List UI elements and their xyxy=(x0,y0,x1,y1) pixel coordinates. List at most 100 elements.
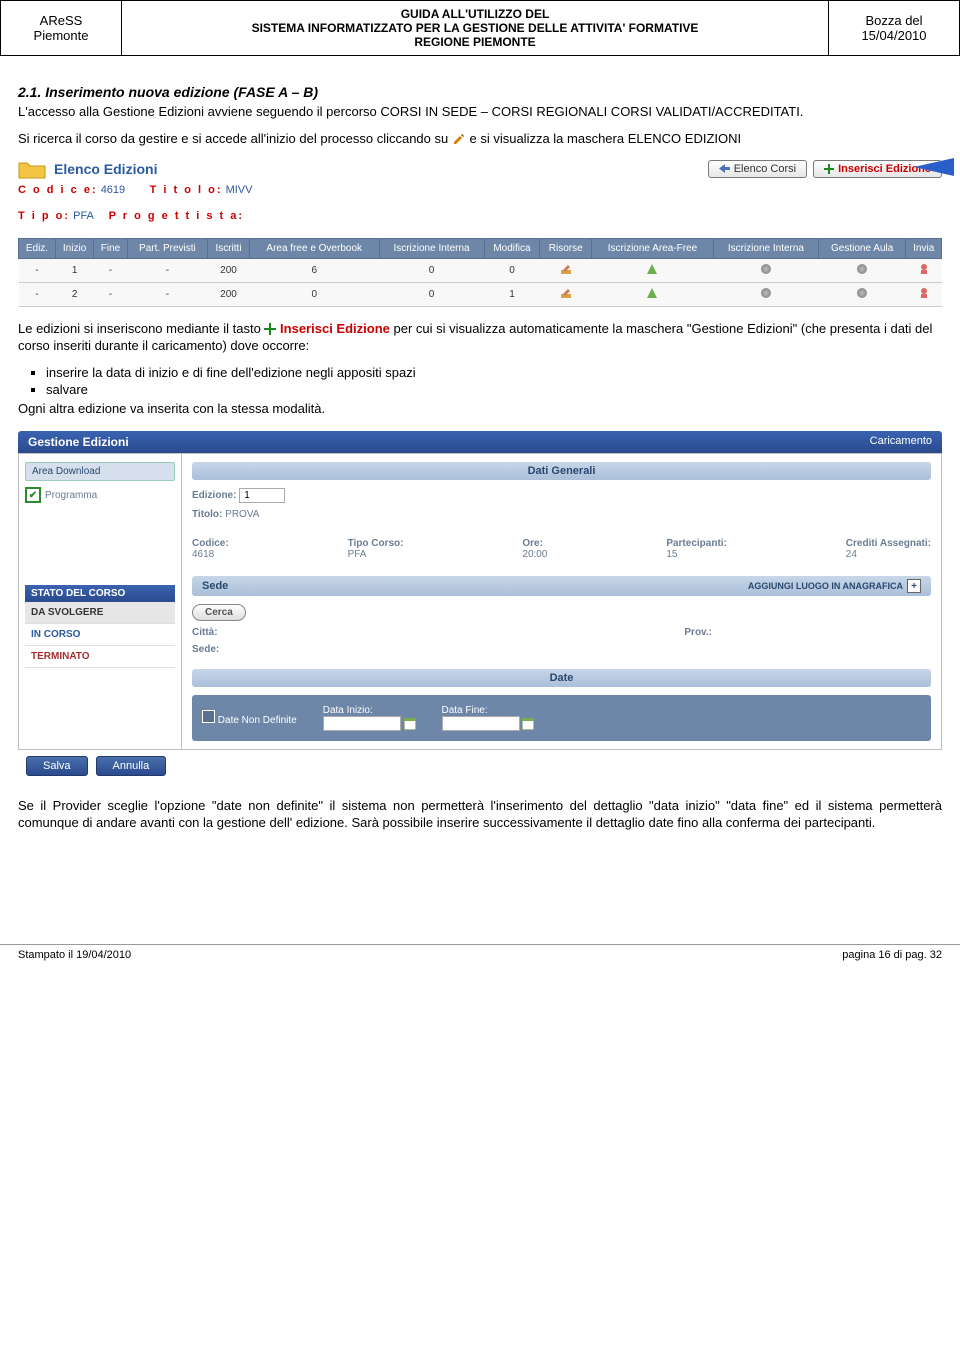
plus-square-icon: + xyxy=(907,579,921,593)
row-risorse-icon[interactable] xyxy=(592,258,714,282)
prov-label: Prov.: xyxy=(684,627,712,638)
salva-button[interactable]: Salva xyxy=(26,756,88,776)
calendar-icon[interactable] xyxy=(404,718,416,730)
tipo2-val: PFA xyxy=(348,549,367,560)
stato-terminato[interactable]: TERMINATO xyxy=(25,646,175,668)
stato-title: STATO DEL CORSO xyxy=(25,585,175,602)
bullet-1: inserire la data di inizio e di fine del… xyxy=(46,365,942,380)
row-dot-icon[interactable] xyxy=(818,282,905,306)
sede-header: Sede xyxy=(202,580,228,592)
codice-label: C o d i c e: xyxy=(18,184,98,196)
aggiungi-label: AGGIUNGI LUOGO IN ANAGRAFICA xyxy=(748,581,903,591)
hdr-right-2: 15/04/2010 xyxy=(861,28,926,43)
edizioni-table: Ediz.InizioFinePart. PrevistiIscrittiAre… xyxy=(18,238,942,307)
row-risorse-icon[interactable] xyxy=(592,282,714,306)
row-modify-icon[interactable] xyxy=(540,282,592,306)
folder-icon xyxy=(18,158,46,180)
tipo2-lbl: Tipo Corso: xyxy=(348,538,404,549)
doc-header: AReSS Piemonte GUIDA ALL'UTILIZZO DEL SI… xyxy=(0,0,960,56)
doc-footer: Stampato il 19/04/2010 pagina 16 di pag.… xyxy=(0,944,960,971)
footer-right: pagina 16 di pag. 32 xyxy=(842,949,942,961)
ore-lbl: Ore: xyxy=(522,538,543,549)
gestione-edizioni-panel: Gestione Edizioni Caricamento Area Downl… xyxy=(18,431,942,782)
hdr-right-1: Bozza del xyxy=(865,13,922,28)
table-row: -1--200600 xyxy=(19,258,942,282)
part-val: 15 xyxy=(666,549,677,560)
edit-icon xyxy=(452,132,466,146)
date-box: Date Non Definite Data Inizio: Data Fine… xyxy=(192,695,931,741)
arrow-left-icon xyxy=(719,164,730,173)
row-dot-icon[interactable] xyxy=(818,258,905,282)
para2: Le edizioni si inseriscono mediante il t… xyxy=(18,321,942,355)
data-inizio-input[interactable] xyxy=(323,716,401,731)
bullet-list: inserire la data di inizio e di fine del… xyxy=(46,365,942,397)
codice2-lbl: Codice: xyxy=(192,538,229,549)
ediz-label: Edizione: xyxy=(192,490,236,501)
hdr-left-2: Piemonte xyxy=(34,28,89,43)
elenco-corsi-label: Elenco Corsi xyxy=(734,163,796,175)
cred-lbl: Crediti Assegnati: xyxy=(846,538,931,549)
tipo-label: T i p o: xyxy=(18,210,70,222)
row-aula-icon[interactable] xyxy=(906,282,942,306)
hdr-mid-2: SISTEMA INFORMATIZZATO PER LA GESTIONE D… xyxy=(252,21,699,35)
elenco-edizioni-panel: Elenco Edizioni Elenco Corsi Inserisci E… xyxy=(18,158,942,307)
titolo2-label: Titolo: xyxy=(192,509,222,520)
programma-row[interactable]: ✔ Programma xyxy=(25,487,175,503)
data-inizio-label: Data Inizio: xyxy=(323,705,373,716)
codice2-val: 4618 xyxy=(192,549,214,560)
programma-label: Programma xyxy=(45,490,97,501)
ge-title: Gestione Edizioni xyxy=(28,435,129,449)
intro-p1: L'accesso alla Gestione Edizioni avviene… xyxy=(18,104,942,121)
annulla-button[interactable]: Annulla xyxy=(96,756,167,776)
date-nd-label: Date Non Definite xyxy=(218,715,297,726)
cred-val: 24 xyxy=(846,549,857,560)
checkbox-icon: ✔ xyxy=(25,487,41,503)
titolo-value: MIVV xyxy=(226,184,253,196)
titolo2-value: PROVA xyxy=(225,509,259,520)
row-modify-icon[interactable] xyxy=(540,258,592,282)
part-lbl: Partecipanti: xyxy=(666,538,727,549)
elenco-corsi-button[interactable]: Elenco Corsi xyxy=(708,160,807,178)
section-title: 2.1. Inserimento nuova edizione (FASE A … xyxy=(18,84,942,100)
elenco-title: Elenco Edizioni xyxy=(54,161,157,177)
cerca-button[interactable]: Cerca xyxy=(192,604,246,621)
stato-da-svolgere[interactable]: DA SVOLGERE xyxy=(25,602,175,624)
row-aula-icon[interactable] xyxy=(906,258,942,282)
inserisci-link: Inserisci Edizione xyxy=(280,321,390,336)
row-dot-icon[interactable] xyxy=(713,258,818,282)
date-nd-checkbox[interactable]: Date Non Definite xyxy=(202,710,297,726)
titolo-label: T i t o l o: xyxy=(150,184,223,196)
intro-p2b: e si visualizza la maschera ELENCO EDIZI… xyxy=(469,131,741,146)
data-fine-input[interactable] xyxy=(442,716,520,731)
dati-generali-header: Dati Generali xyxy=(192,462,931,480)
area-download-title: Area Download xyxy=(25,462,175,481)
table-row: -2--200001 xyxy=(19,282,942,306)
bullet-2: salvare xyxy=(46,382,942,397)
footer-left: Stampato il 19/04/2010 xyxy=(18,949,131,961)
data-fine-label: Data Fine: xyxy=(442,705,488,716)
callout-arrow-icon xyxy=(914,158,954,176)
aggiungi-luogo-button[interactable]: AGGIUNGI LUOGO IN ANAGRAFICA + xyxy=(748,579,921,593)
hdr-mid-1: GUIDA ALL'UTILIZZO DEL xyxy=(401,7,550,21)
row-dot-icon[interactable] xyxy=(713,282,818,306)
para2-c: Ogni altra edizione va inserita con la s… xyxy=(18,401,942,418)
hdr-mid-3: REGIONE PIEMONTE xyxy=(414,35,535,49)
plus-icon xyxy=(824,164,834,174)
calendar-icon[interactable] xyxy=(522,718,534,730)
hdr-left-1: AReSS xyxy=(40,13,83,28)
stato-in-corso[interactable]: IN CORSO xyxy=(25,624,175,646)
citta-label: Città: xyxy=(192,627,218,638)
ediz-input[interactable] xyxy=(239,488,285,503)
ge-mode: Caricamento xyxy=(870,435,932,449)
prog-label: P r o g e t t i s t a: xyxy=(109,210,244,222)
sede-label: Sede: xyxy=(192,644,219,655)
para3: Se il Provider sceglie l'opzione "date n… xyxy=(18,798,942,832)
tipo-value: PFA xyxy=(73,210,93,222)
codice-value: 4619 xyxy=(101,184,125,196)
intro-p2: Si ricerca il corso da gestire e si acce… xyxy=(18,131,942,148)
date-header: Date xyxy=(192,669,931,687)
para2-a: Le edizioni si inseriscono mediante il t… xyxy=(18,321,264,336)
plus-icon xyxy=(264,323,276,335)
ore-val: 20:00 xyxy=(522,549,547,560)
intro-p2a: Si ricerca il corso da gestire e si acce… xyxy=(18,131,452,146)
